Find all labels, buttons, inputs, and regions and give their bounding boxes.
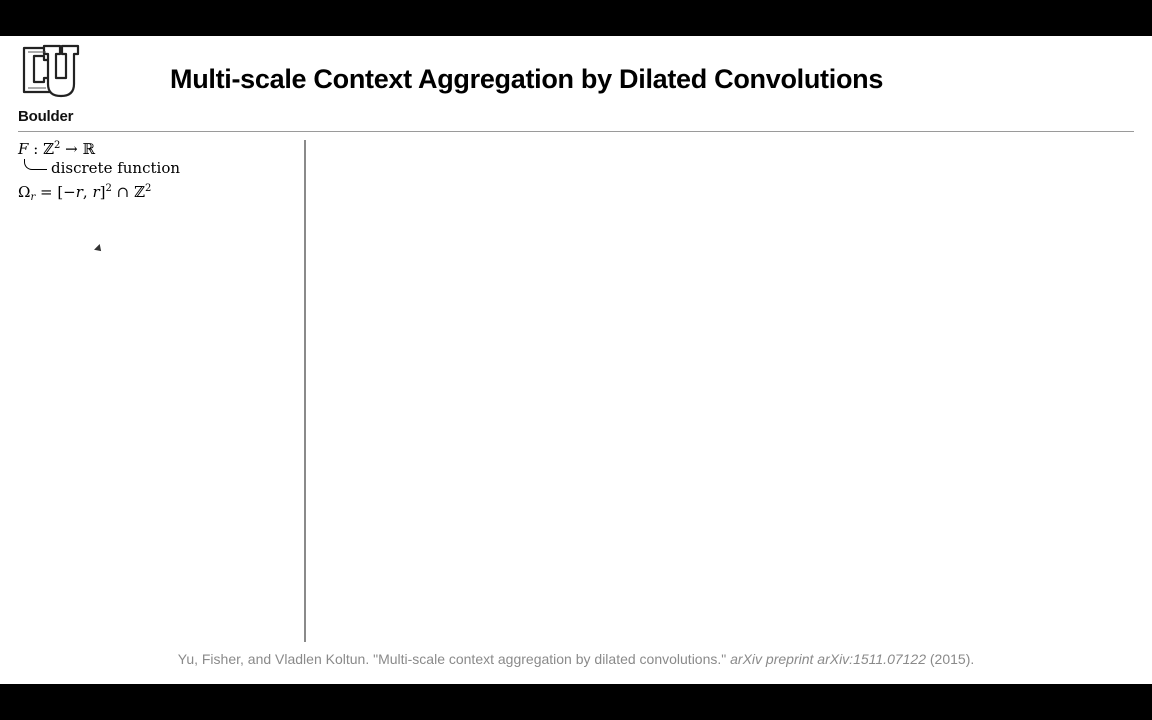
math-exponent: 2 <box>53 140 61 151</box>
university-logo: Boulder <box>18 42 84 128</box>
slide: Boulder Multi-scale Context Aggregation … <box>0 36 1152 684</box>
math-exponent: 2 <box>144 183 152 194</box>
math-integers: ℤ <box>43 140 54 158</box>
cu-logo-icon <box>22 44 80 98</box>
citation-authors: Yu, Fisher, and Vladlen Koltun. "Multi-s… <box>177 651 731 667</box>
math-subscript: r <box>30 192 36 203</box>
panel-divider <box>304 140 306 642</box>
notes-panel: F : ℤ2 → ℝ discrete function Ωr = [−r, r… <box>18 138 298 638</box>
header-divider <box>18 131 1134 132</box>
annotation-brace-icon <box>24 159 47 170</box>
math-r: r <box>92 183 100 201</box>
math-r: r <box>75 183 83 201</box>
logo-text: Boulder <box>18 108 74 125</box>
function-annotation: discrete function <box>24 159 180 177</box>
math-intersection: ∩ <box>111 183 134 201</box>
math-colon: : <box>28 140 44 158</box>
slide-title: Multi-scale Context Aggregation by Dilat… <box>170 64 884 94</box>
math-arrow: → <box>60 140 83 158</box>
function-definition: F : ℤ2 → ℝ <box>18 140 95 158</box>
math-comma: , <box>82 183 93 201</box>
math-reals: ℝ <box>82 140 95 158</box>
drawing-area[interactable] <box>310 140 1140 640</box>
math-close-bracket: ] <box>99 183 106 201</box>
citation-journal: arXiv preprint arXiv:1511.07122 <box>730 651 926 667</box>
math-F: F <box>18 140 29 158</box>
annotation-text: discrete function <box>51 159 181 177</box>
omega-definition: Ωr = [−r, r]2 ∩ ℤ2 <box>18 183 152 203</box>
math-omega: Ω <box>18 183 31 201</box>
math-exponent: 2 <box>105 183 112 194</box>
citation-year: (2015). <box>926 651 975 667</box>
math-integers: ℤ <box>133 183 145 201</box>
math-equals-bracket: = [− <box>35 183 76 201</box>
citation: Yu, Fisher, and Vladlen Koltun. "Multi-s… <box>0 651 1152 667</box>
